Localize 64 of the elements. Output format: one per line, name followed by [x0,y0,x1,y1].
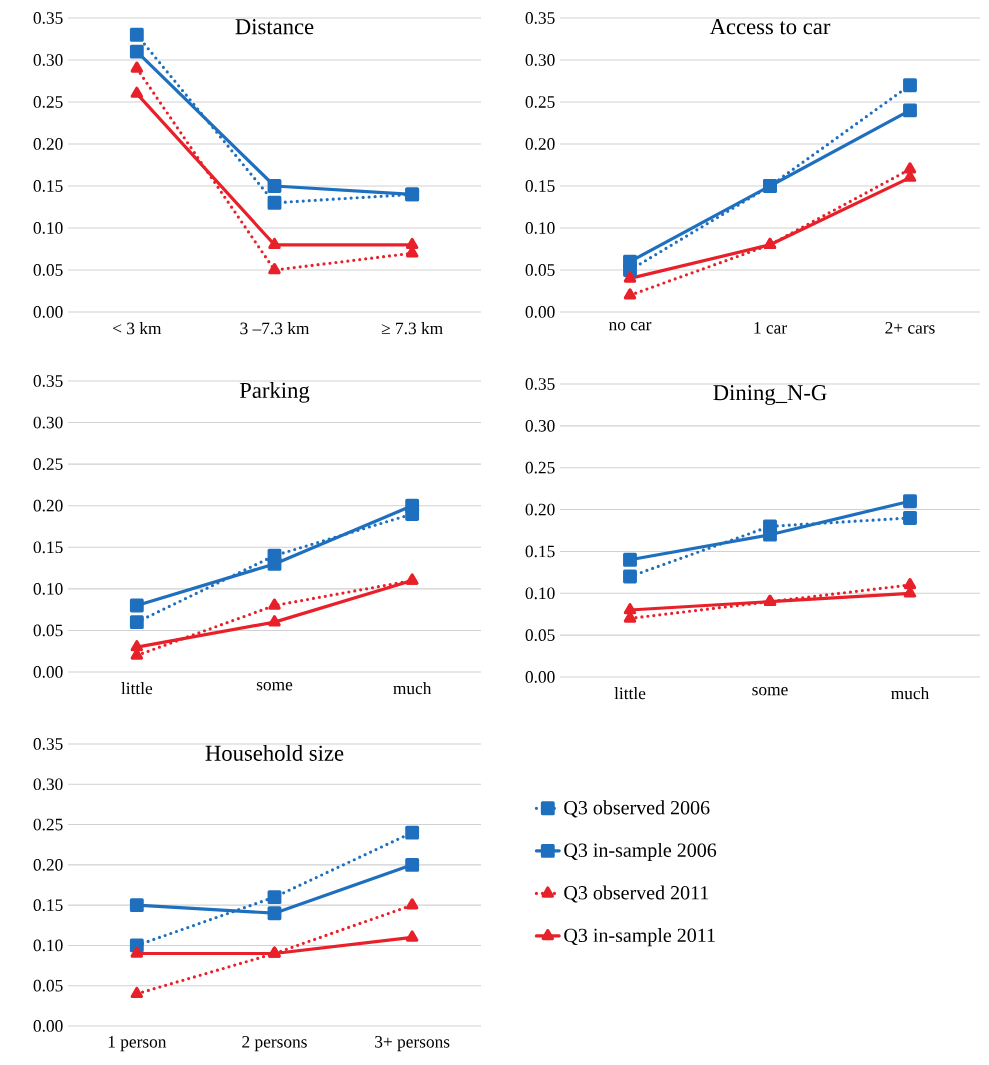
legend-label: Q3 observed 2006 [564,800,710,818]
chart-title: Household size [205,744,344,761]
y-tick-label: 0.00 [525,671,555,683]
y-tick-label: 0.35 [33,738,63,750]
x-tick-label: 2 persons [242,1036,307,1052]
chart-title: Dining_N-G [713,385,827,405]
y-tick-label: 0.05 [33,979,63,992]
y-tick-label: 0.35 [525,12,555,24]
x-tick-label: little [121,682,153,695]
legend-label: Q3 in-sample 2006 [564,842,717,862]
y-tick-label: 0.35 [525,378,555,390]
x-tick-label: little [614,687,646,700]
y-tick-label: 0.05 [525,264,555,276]
y-tick-label: 0.25 [33,818,63,831]
y-tick-label: 0.15 [525,545,555,558]
y-tick-label: 0.20 [525,503,555,516]
x-tick-label: much [891,687,930,700]
y-tick-label: 0.15 [33,541,63,554]
y-tick-label: 0.00 [33,666,63,678]
y-tick-label: 0.05 [33,624,63,637]
y-tick-label: 0.00 [525,306,555,318]
x-tick-label: no car [608,322,652,331]
y-tick-label: 0.30 [33,416,63,429]
y-tick-label: 0.25 [525,461,555,474]
x-tick-label: 1 car [754,322,787,334]
x-tick-label: some [752,687,788,696]
x-tick-label: 3+ persons [375,1036,450,1052]
x-tick-label: 2+ cars [885,322,935,334]
chart-title: Parking [239,382,310,403]
y-tick-label: 0.00 [33,306,63,318]
legend-label: Q3 in-sample 2011 [564,928,715,947]
y-tick-label: 0.20 [33,858,63,871]
x-tick-label: ≥ 7.3 km [381,322,443,335]
y-tick-label: 0.15 [525,180,555,192]
y-tick-label: 0.20 [33,138,63,150]
y-tick-label: 0.20 [33,499,63,512]
y-tick-label: 0.00 [33,1020,63,1032]
y-tick-label: 0.35 [33,375,63,387]
y-tick-label: 0.25 [525,96,555,108]
x-tick-label: 3 –7.3 km [240,322,310,335]
y-tick-label: 0.10 [33,222,63,234]
y-tick-label: 0.30 [33,778,63,791]
y-tick-label: 0.05 [525,629,555,642]
y-tick-label: 0.05 [33,264,63,276]
y-tick-label: 0.10 [33,582,63,595]
y-tick-label: 0.20 [525,138,555,150]
x-tick-label: some [256,682,293,691]
y-tick-label: 0.15 [33,899,63,912]
y-tick-label: 0.10 [33,939,63,952]
y-tick-label: 0.35 [33,12,63,24]
y-tick-label: 0.30 [525,54,555,66]
y-tick-label: 0.30 [525,419,555,432]
legend-label: Q3 observed 2011 [564,885,709,903]
y-tick-label: 0.10 [525,222,555,234]
x-tick-label: 1 person [108,1036,167,1052]
chart-title: Access to car [709,19,831,35]
x-tick-label: much [393,682,432,695]
y-tick-label: 0.30 [33,54,63,66]
y-tick-label: 0.25 [33,96,63,108]
chart-title: Distance [235,19,314,35]
y-tick-label: 0.25 [33,458,63,471]
y-tick-label: 0.10 [525,587,555,600]
y-tick-label: 0.15 [33,180,63,192]
x-tick-label: < 3 km [113,322,162,335]
